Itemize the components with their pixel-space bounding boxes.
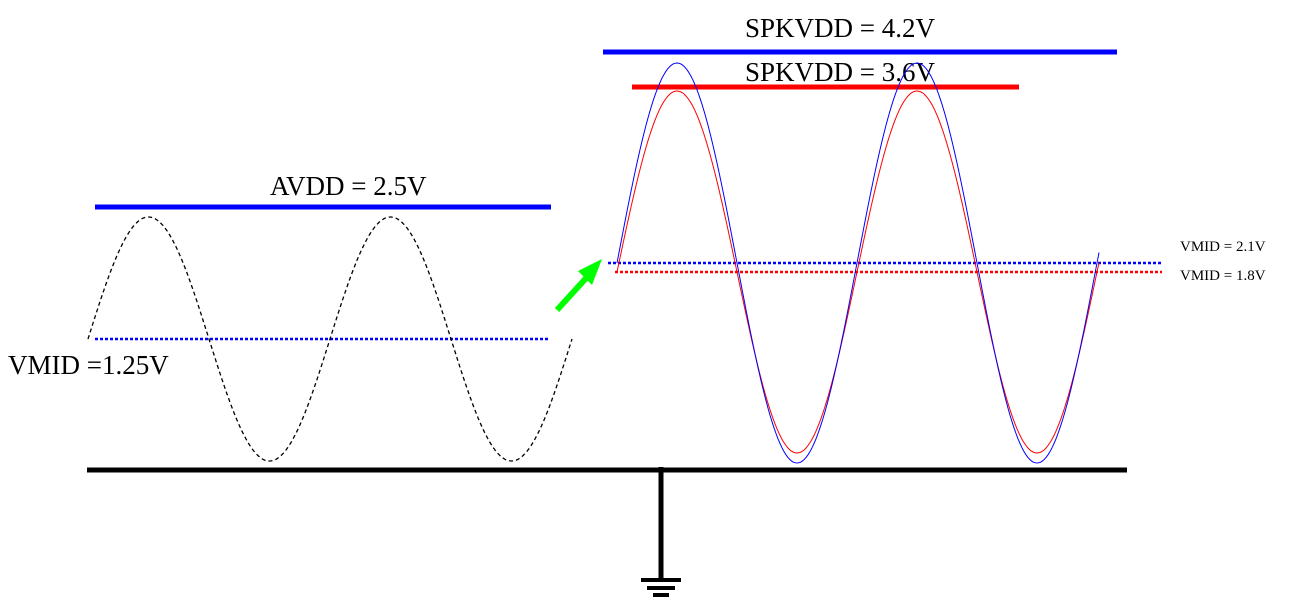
red-sine-wave [616,90,1100,454]
blue-sine-wave [616,62,1100,464]
vmid-low-label: VMID = 1.8V [1180,268,1266,284]
vmid-left-label: VMID =1.25V [8,350,169,380]
spkvdd-low-label: SPKVDD = 3.6V [745,57,936,87]
arrow-shaft [554,273,591,313]
arrow-head [578,259,602,285]
vmid-high-label: VMID = 2.1V [1180,239,1266,255]
left-sine-wave [87,216,573,462]
spkvdd-high-label: SPKVDD = 4.2V [745,13,936,43]
avdd-label: AVDD = 2.5V [270,171,427,201]
